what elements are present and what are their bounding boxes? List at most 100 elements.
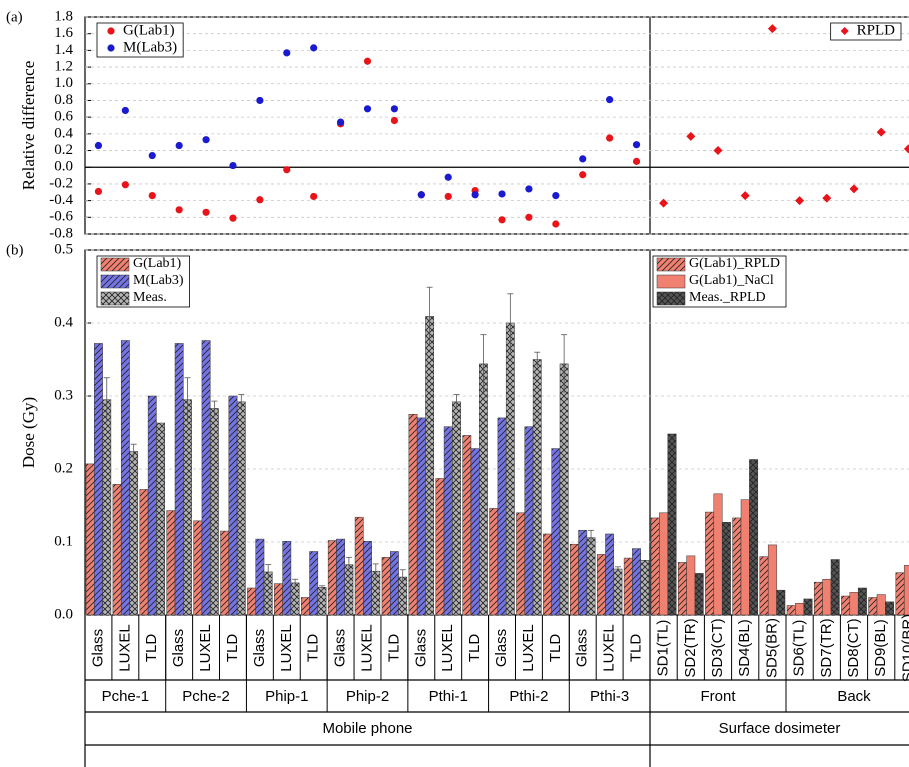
bar (274, 583, 283, 616)
bar (885, 601, 895, 616)
y-tick-label: 1.0 (54, 75, 73, 91)
bar (551, 448, 561, 616)
x-tick-label: TLD (385, 634, 402, 663)
y-tick-label: -0.6 (49, 209, 73, 225)
legend-swatch (656, 274, 686, 289)
x-tick-label: LUXEL (601, 624, 618, 672)
legend-marker (107, 27, 115, 35)
bar (497, 417, 507, 616)
x-tick-label: LUXEL (520, 624, 537, 672)
point (849, 184, 859, 194)
bar (749, 459, 759, 616)
error-bar (507, 293, 514, 353)
point (283, 49, 291, 57)
legend-swatch (656, 257, 686, 272)
x-tick-label: LUXEL (116, 624, 133, 672)
x-tick-label: TLD (143, 634, 160, 663)
y-tick-label: -0.8 (49, 225, 73, 241)
bar (786, 605, 796, 616)
x-tick-label: Glass (251, 629, 268, 667)
bar (505, 322, 515, 616)
bar (220, 530, 230, 616)
point (632, 157, 641, 165)
x-tick-label: TLD (224, 634, 241, 663)
x-tick-label: Glass (170, 629, 187, 667)
x-tick-label: SD7(TR) (818, 618, 835, 677)
legend-label: G(Lab1)_NaCl (689, 273, 774, 288)
point (202, 136, 210, 144)
point (606, 96, 614, 104)
bar (830, 559, 840, 616)
legend-label: G(Lab1)_RPLD (689, 256, 780, 271)
bar (327, 540, 337, 616)
point (363, 105, 372, 113)
point (822, 193, 832, 203)
point (148, 151, 156, 160)
bar (156, 422, 165, 616)
bar (532, 359, 542, 616)
legend-label: G(Lab1) (123, 22, 175, 38)
bar (686, 555, 696, 616)
legend: G(Lab1)_RPLD G(Lab1)_NaCl Meas._RPLD (652, 255, 787, 308)
point (229, 161, 237, 170)
error-bar (453, 394, 460, 410)
x-tick-label: TLD (628, 634, 645, 663)
legend: RPLD (830, 22, 902, 41)
point (659, 198, 669, 208)
x-tick-label: LUXEL (358, 624, 375, 672)
point (713, 146, 723, 156)
group-label: Pthi-2 (509, 688, 548, 705)
bar (489, 508, 499, 616)
point (632, 141, 641, 149)
x-tick-label: SD10(BR) (899, 614, 909, 682)
y-tick-label: 0.5 (54, 241, 73, 257)
point (94, 141, 103, 150)
legend-swatch (100, 257, 130, 272)
point (390, 105, 399, 113)
panel-label: (b) (6, 242, 24, 258)
bar (228, 395, 238, 616)
error-bar (399, 569, 406, 585)
x-tick-label: SD6(TL) (791, 620, 808, 677)
point (390, 116, 399, 125)
x-tick-label: SD1(TL) (655, 620, 672, 677)
bar (282, 541, 292, 616)
bar (435, 478, 445, 616)
bar (255, 538, 265, 616)
x-tick-label: Glass (332, 629, 349, 667)
bar (390, 551, 399, 616)
point (256, 196, 264, 204)
y-tick-label: 1.6 (54, 25, 73, 41)
group-label: Pthi-1 (429, 688, 468, 705)
bar (462, 435, 472, 616)
bar (443, 426, 453, 616)
bar (767, 544, 777, 616)
error-bar (480, 334, 487, 394)
y-tick-label: 0.2 (54, 460, 73, 476)
bar (408, 414, 418, 616)
panel-label: (a) (6, 9, 23, 25)
bar (849, 592, 859, 616)
legend-label: RPLD (857, 22, 896, 38)
x-tick-label: SD2(TR) (682, 618, 699, 677)
point (336, 118, 345, 126)
bar (570, 543, 579, 616)
bar (309, 551, 319, 616)
point (121, 181, 129, 189)
bar (694, 573, 704, 616)
bar (452, 401, 461, 616)
bar (201, 340, 211, 616)
x-tick-label: SD5(BR) (763, 618, 780, 678)
point (256, 96, 264, 105)
y-tick-label: 0.6 (54, 109, 73, 125)
bar (247, 587, 256, 616)
bar (300, 597, 310, 616)
bar (759, 556, 769, 616)
x-tick-label: TLD (466, 634, 483, 663)
x-tick-label: Glass (574, 629, 591, 667)
error-bar (345, 556, 352, 572)
y-tick-label: 0.2 (54, 142, 73, 158)
bar (354, 516, 364, 616)
bar (667, 433, 677, 616)
